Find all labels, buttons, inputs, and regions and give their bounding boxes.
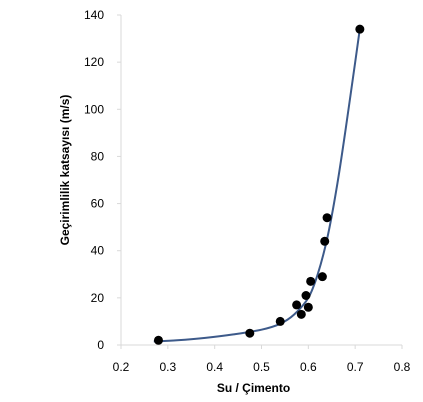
y-tick-label: 120 xyxy=(84,55,104,69)
data-point xyxy=(292,300,302,310)
x-axis-title: Su / Çimento xyxy=(217,381,290,395)
data-point xyxy=(320,236,330,246)
y-tick-label: 140 xyxy=(84,8,104,22)
y-axis-title: Geçirimlilik katsayısı (m/s) xyxy=(58,95,72,246)
data-point xyxy=(301,291,311,300)
data-point xyxy=(355,24,365,34)
y-tick-label: 100 xyxy=(84,102,104,116)
y-tick-label: 80 xyxy=(91,149,105,163)
x-tick-label: 0.6 xyxy=(300,360,317,374)
data-point xyxy=(153,335,163,345)
data-point xyxy=(275,316,285,326)
x-tick-label: 0.5 xyxy=(253,360,270,374)
x-tick-labels: 0.2 0.3 0.4 0.5 0.6 0.7 0.8 xyxy=(113,360,411,374)
x-tick-label: 0.2 xyxy=(113,360,130,374)
x-tick-label: 0.8 xyxy=(394,360,411,374)
trend-line xyxy=(153,28,361,343)
data-points xyxy=(153,24,365,345)
data-point xyxy=(296,309,306,319)
y-tick-label: 60 xyxy=(91,197,105,211)
data-point xyxy=(303,302,313,312)
plot-area xyxy=(121,15,402,345)
y-tick-label: 20 xyxy=(91,291,105,305)
x-tick-label: 0.7 xyxy=(347,360,364,374)
y-tick-labels: 0 20 40 60 80 100 120 140 xyxy=(84,8,104,352)
x-tick-label: 0.4 xyxy=(206,360,223,374)
data-point xyxy=(317,272,327,282)
x-tick-label: 0.3 xyxy=(159,360,176,374)
data-point xyxy=(306,276,316,286)
data-point xyxy=(245,328,255,338)
y-tick-label: 0 xyxy=(97,338,104,352)
data-point xyxy=(322,213,332,223)
axes xyxy=(117,14,403,349)
y-tick-label: 40 xyxy=(91,244,105,258)
